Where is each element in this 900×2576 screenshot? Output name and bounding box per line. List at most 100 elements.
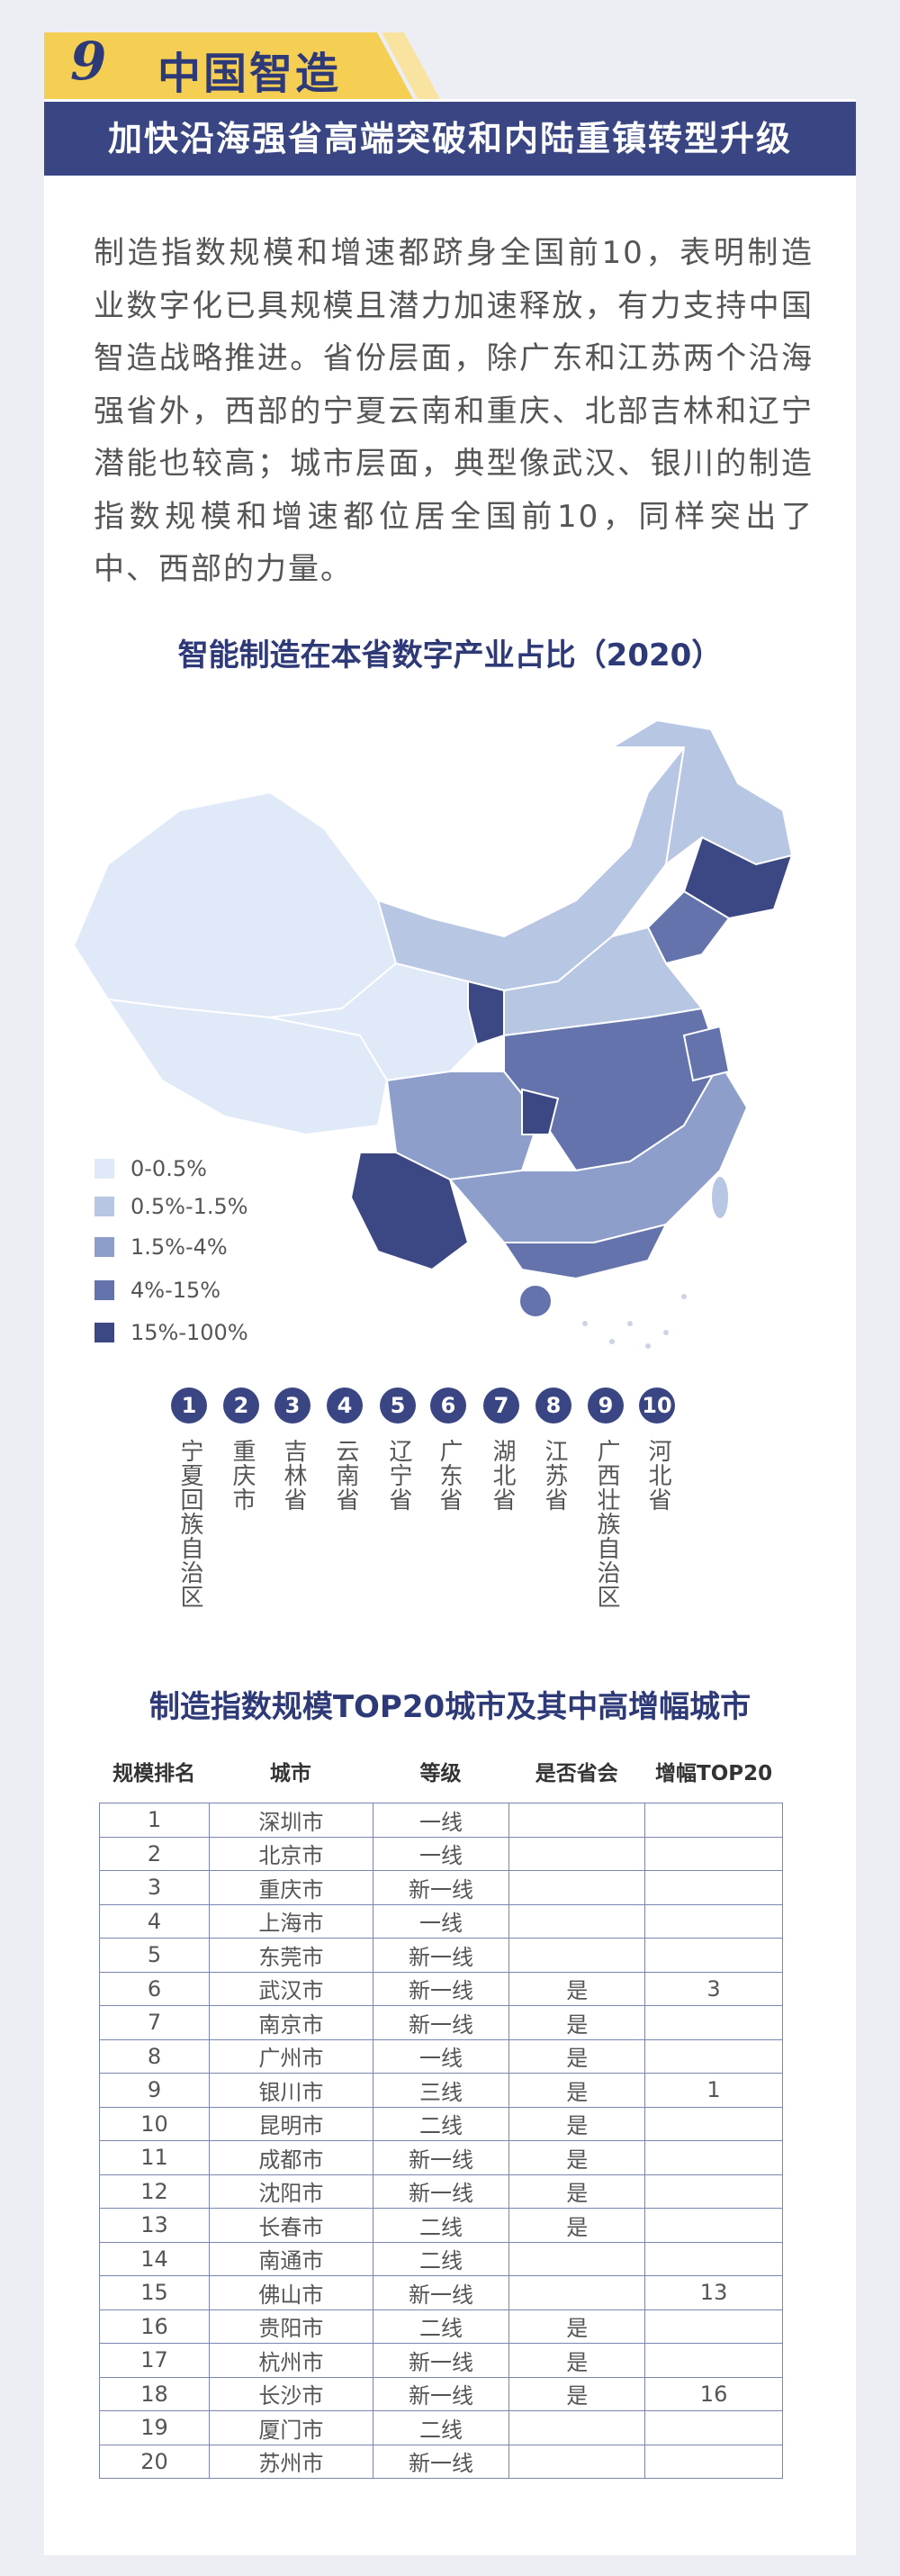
intro-text: 制造指数规模和增速都跻身全国前10，表明制造业数字化已具规模且潜力加速释放，有力…	[94, 235, 814, 587]
table-cell: 新一线	[372, 2376, 510, 2411]
table-cell: 是	[508, 2174, 646, 2209]
table-row: 18 长沙市 新一线是 16	[98, 2376, 783, 2411]
table-row: 8 广州市 一线是	[98, 2038, 783, 2074]
table-cell: 1	[644, 2073, 783, 2108]
table-cell: 是	[508, 2309, 646, 2344]
table-cell	[508, 1836, 646, 1871]
table-cell: 武汉市	[209, 1971, 374, 2006]
section-number: 9	[70, 31, 107, 92]
table-cell: 二线	[372, 2106, 510, 2141]
table-row: 13 长春市 二线是	[98, 2208, 783, 2243]
table-cell: 11	[98, 2140, 211, 2175]
legend-label: 4%-15%	[130, 1278, 221, 1303]
column-header: 是否省会	[535, 1762, 618, 1785]
table-cell: 一线	[372, 1803, 510, 1838]
legend-swatch	[94, 1323, 114, 1342]
table-cell: 银川市	[209, 2073, 374, 2108]
table-cell	[644, 2208, 783, 2243]
table-cell: 一线	[372, 1903, 510, 1939]
table-cell: 19	[98, 2410, 211, 2445]
table-cell: 3	[644, 1971, 783, 2006]
rank-name: 广东省	[436, 1439, 463, 1512]
legend-label: 0-0.5%	[130, 1156, 207, 1181]
table-cell: 新一线	[372, 2005, 510, 2040]
legend-swatch	[94, 1280, 114, 1300]
table-cell: 广州市	[209, 2038, 374, 2074]
column-header: 增幅TOP20	[655, 1762, 773, 1785]
table-cell: 苏州市	[209, 2444, 374, 2479]
table-cell: 杭州市	[209, 2343, 374, 2378]
table-cell: 是	[508, 2038, 646, 2074]
table-cell	[508, 2241, 646, 2276]
table-cell: 15	[98, 2275, 211, 2310]
table-cell	[644, 2106, 783, 2141]
table-cell: 厦门市	[209, 2410, 374, 2445]
table-row: 4 上海市 一线	[98, 1903, 783, 1939]
legend-swatch	[94, 1197, 114, 1216]
table-cell	[644, 1938, 783, 1973]
rank-badge: 3	[274, 1387, 310, 1424]
table-cell: 北京市	[209, 1836, 374, 1871]
rank-name: 宁夏回族自治区	[176, 1439, 203, 1609]
table-cell: 是	[508, 2106, 646, 2141]
table-cell: 3	[98, 1870, 211, 1905]
table-cell: 20	[98, 2444, 211, 2479]
table-cell: 是	[508, 2208, 646, 2243]
rank-badge: 6	[430, 1387, 466, 1424]
table-cell	[644, 2174, 783, 2209]
rank-badge: 2	[223, 1387, 259, 1424]
table-cell: 新一线	[372, 1870, 510, 1905]
table-row: 10 昆明市 二线是	[98, 2106, 783, 2141]
table-cell: 沈阳市	[209, 2174, 374, 2209]
table-cell	[508, 1903, 646, 1939]
table-row: 20 苏州市 新一线	[98, 2444, 783, 2479]
table-row: 1 深圳市 一线	[98, 1803, 783, 1838]
legend-item: 0.5%-1.5%	[94, 1193, 248, 1220]
rank-badge: 9	[588, 1387, 624, 1424]
table-row: 17 杭州市 新一线是	[98, 2343, 783, 2378]
table-cell: 新一线	[372, 1938, 510, 1973]
table-cell	[508, 1870, 646, 1905]
rank-badge: 4	[327, 1387, 363, 1424]
rank-badge: 8	[536, 1387, 572, 1424]
rank-badge: 10	[639, 1387, 675, 1424]
table-cell: 10	[98, 2106, 211, 2141]
table-cell: 是	[508, 2005, 646, 2040]
table-cell	[644, 2140, 783, 2175]
table-row: 9 银川市 三线是 1	[98, 2073, 783, 2108]
table-cell: 新一线	[372, 1971, 510, 2006]
legend-swatch	[94, 1159, 114, 1179]
table-cell	[644, 2241, 783, 2276]
legend-label: 1.5%-4%	[130, 1234, 228, 1260]
table-cell: 新一线	[372, 2343, 510, 2378]
table-row: 16 贵阳市 二线是	[98, 2309, 783, 2344]
table-row: 6 武汉市 新一线是 3	[98, 1971, 783, 2006]
table-cell: 是	[508, 1971, 646, 2006]
table-cell	[644, 1903, 783, 1939]
table-cell: 2	[98, 1836, 211, 1871]
map-title: 智能制造在本省数字产业占比（2020）	[177, 637, 723, 673]
table-row: 15 佛山市 新一线 13	[98, 2275, 783, 2310]
table-row: 12 沈阳市 新一线是	[98, 2174, 783, 2209]
table-cell: 16	[644, 2376, 783, 2411]
section-title: 中国智造	[158, 49, 342, 99]
table-cell	[508, 2275, 646, 2310]
table-cell: 9	[98, 2073, 211, 2108]
table-cell: 深圳市	[209, 1803, 374, 1838]
column-header: 规模排名	[112, 1762, 196, 1785]
table-cell: 二线	[372, 2410, 510, 2445]
table-cell: 二线	[372, 2241, 510, 2276]
table-cell	[644, 1803, 783, 1838]
table-cell: 是	[508, 2343, 646, 2378]
table-row: 5 东莞市 新一线	[98, 1938, 783, 1973]
table-cell	[644, 2444, 783, 2479]
legend-item: 1.5%-4%	[94, 1234, 228, 1261]
table-cell: 成都市	[209, 2140, 374, 2175]
table-cell	[508, 1803, 646, 1838]
table-cell: 新一线	[372, 2140, 510, 2175]
table-header: 规模排名 城市 等级 是否省会 增幅TOP20	[99, 1752, 783, 1790]
map	[72, 719, 794, 1349]
legend-item: 15%-100%	[94, 1319, 248, 1346]
rank-badge: 7	[483, 1387, 519, 1424]
